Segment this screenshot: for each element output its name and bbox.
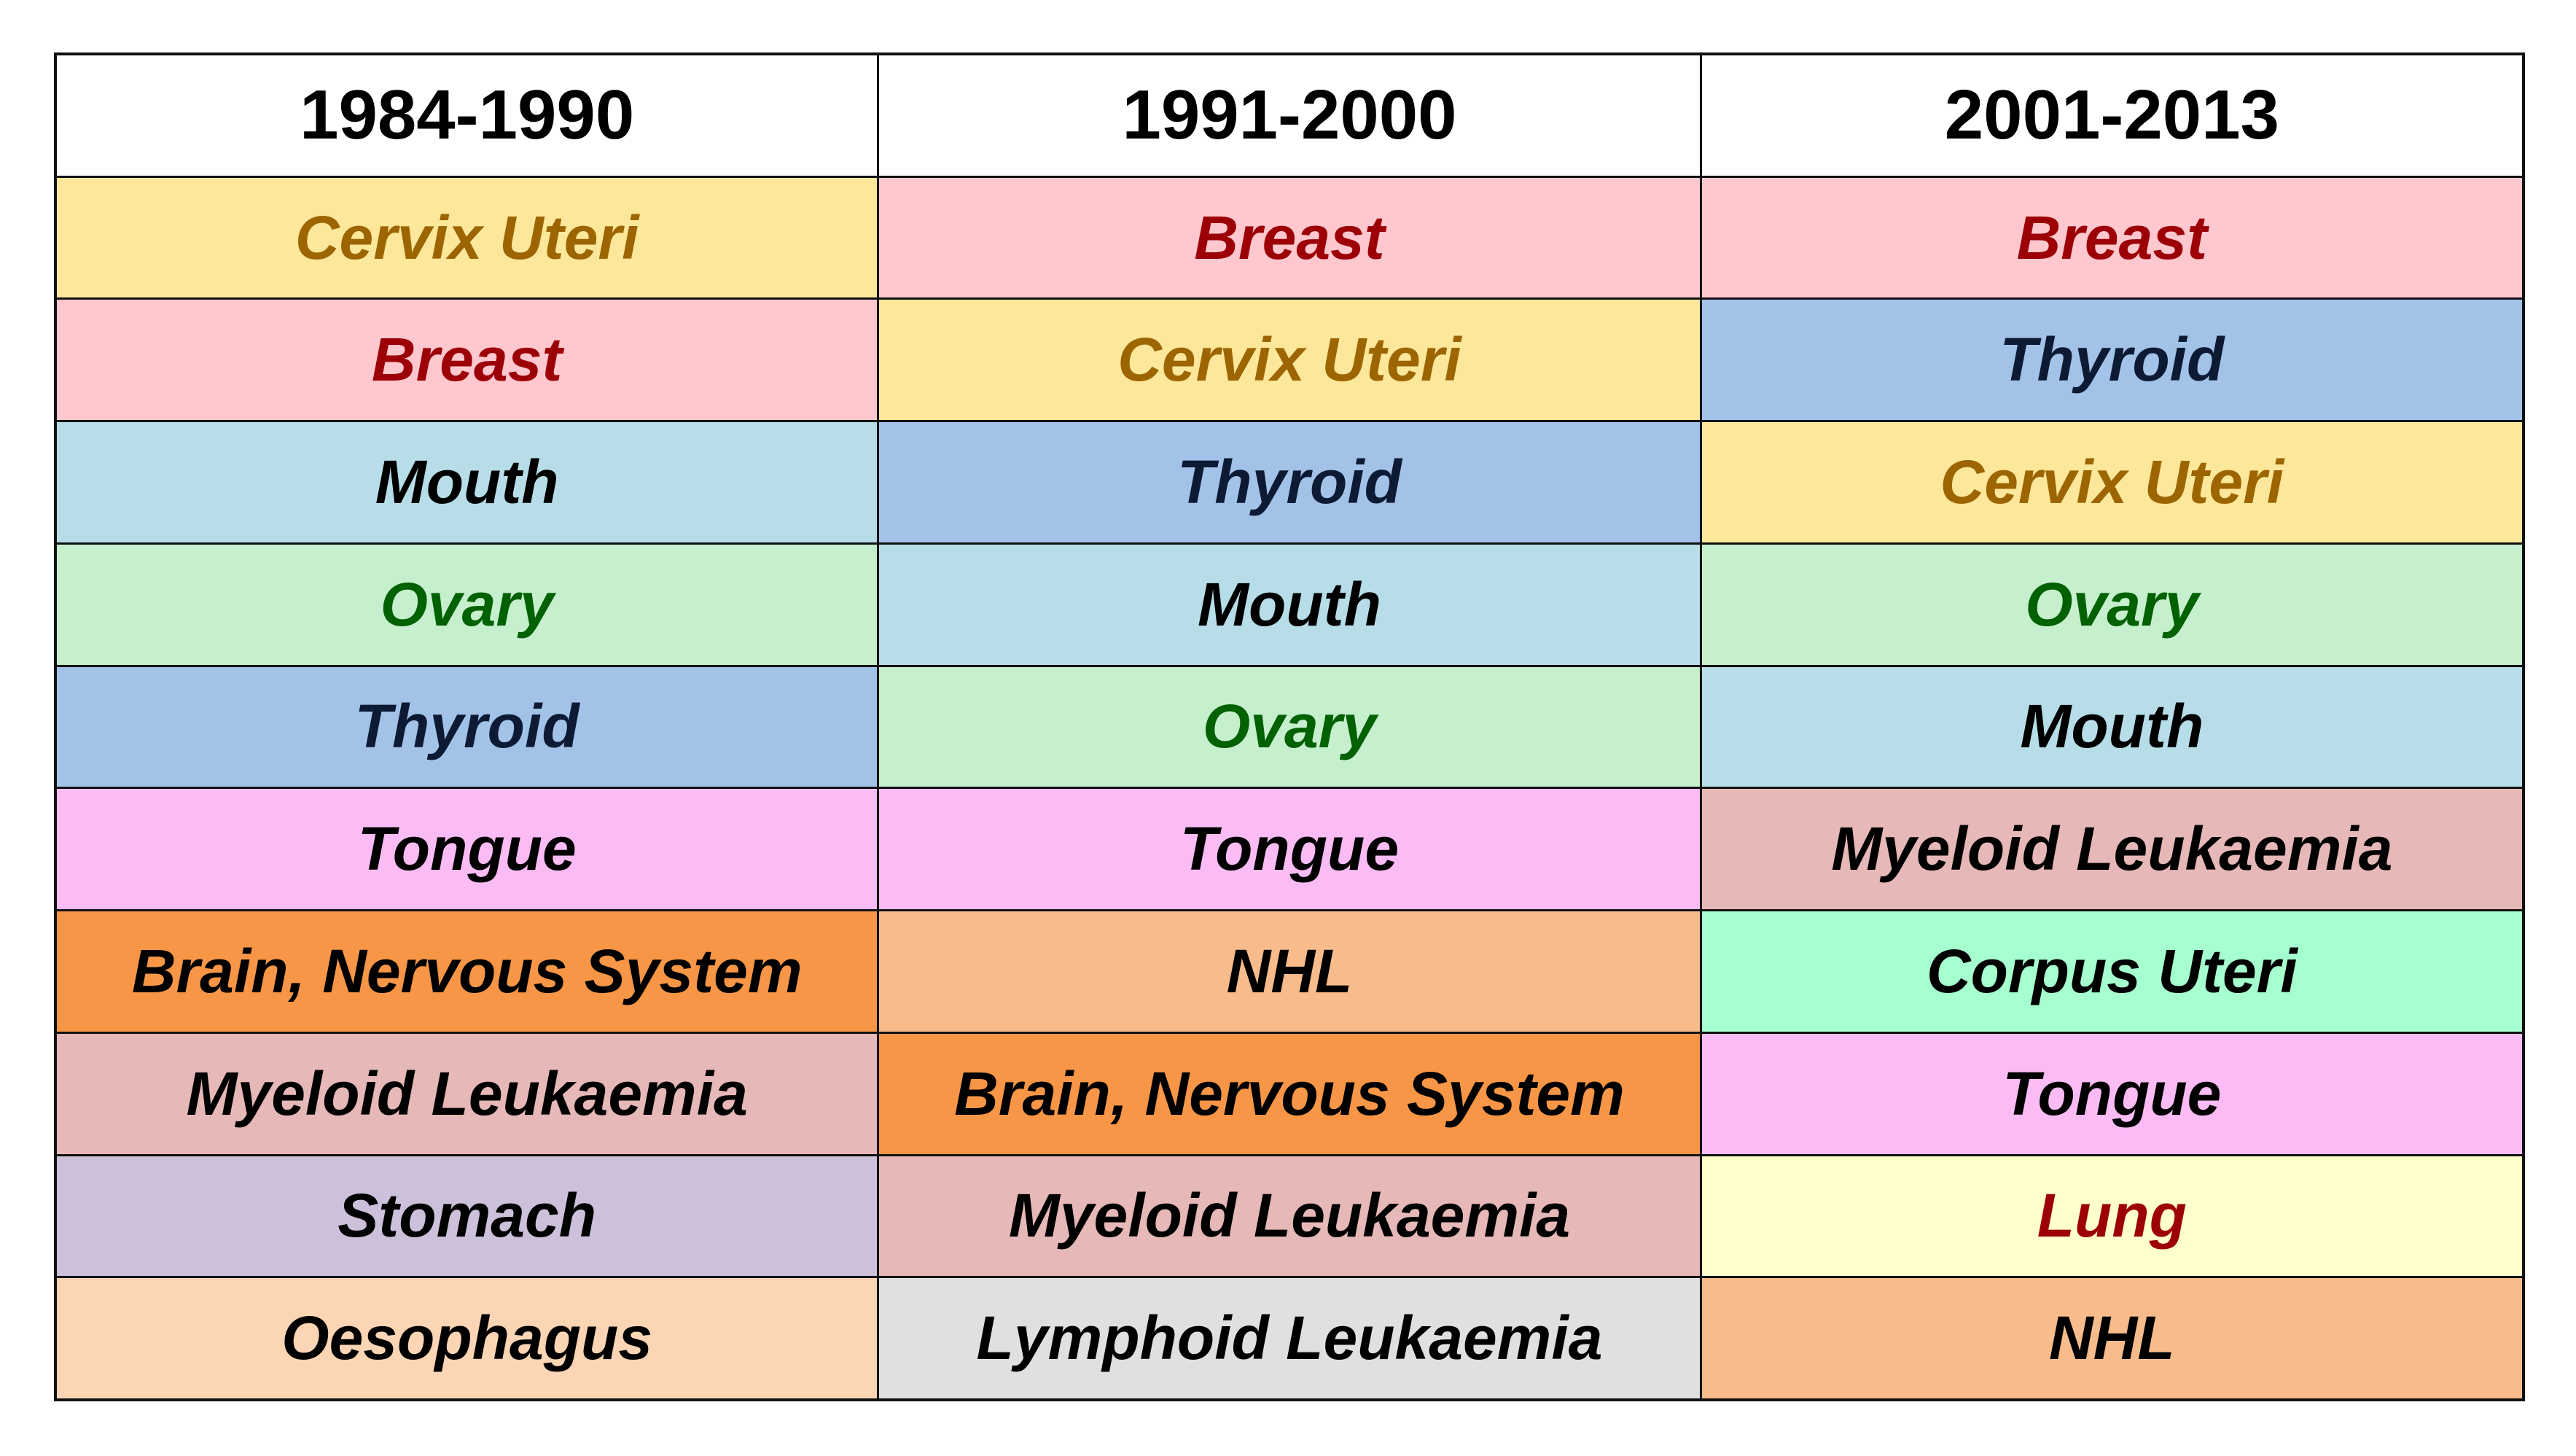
table-cell: Breast	[879, 177, 1700, 298]
table-cell: Cervix Uteri	[879, 300, 1700, 421]
column-header: 2001-2013	[1701, 55, 2522, 176]
table-cell: NHL	[879, 911, 1700, 1032]
table-cell: Tongue	[1701, 1033, 2522, 1154]
table-cell: Mouth	[879, 544, 1700, 665]
table-cell: Mouth	[1701, 666, 2522, 787]
table-cell: Myeloid Leukaemia	[879, 1156, 1700, 1277]
table-cell: Myeloid Leukaemia	[1701, 789, 2522, 910]
table-cell: Oesophagus	[57, 1278, 878, 1398]
table-cell: Stomach	[57, 1156, 878, 1277]
table-cell: NHL	[1701, 1278, 2522, 1398]
table-cell: Ovary	[1701, 544, 2522, 665]
table-cell: Ovary	[879, 666, 1700, 787]
table-cell: Corpus Uteri	[1701, 911, 2522, 1032]
table-cell: Brain, Nervous System	[57, 911, 878, 1032]
table-cell: Myeloid Leukaemia	[57, 1033, 878, 1154]
table-cell: Tongue	[879, 789, 1700, 910]
column-header: 1991-2000	[879, 55, 1700, 176]
table-cell: Breast	[57, 300, 878, 421]
table-cell: Thyroid	[879, 422, 1700, 542]
table-cell: Lymphoid Leukaemia	[879, 1278, 1700, 1398]
table-cell: Brain, Nervous System	[879, 1033, 1700, 1154]
table-cell: Cervix Uteri	[57, 177, 878, 298]
table-cell: Mouth	[57, 422, 878, 542]
table-cell: Cervix Uteri	[1701, 422, 2522, 542]
column-header: 1984-1990	[57, 55, 878, 176]
table-cell: Thyroid	[57, 666, 878, 787]
table-cell: Lung	[1701, 1156, 2522, 1277]
table-cell: Breast	[1701, 177, 2522, 298]
table-cell: Thyroid	[1701, 300, 2522, 421]
table-cell: Ovary	[57, 544, 878, 665]
cancer-ranking-table: 1984-1990 1991-2000 2001-2013 Cervix Uteri B…	[54, 52, 2525, 1401]
table-cell: Tongue	[57, 789, 878, 910]
